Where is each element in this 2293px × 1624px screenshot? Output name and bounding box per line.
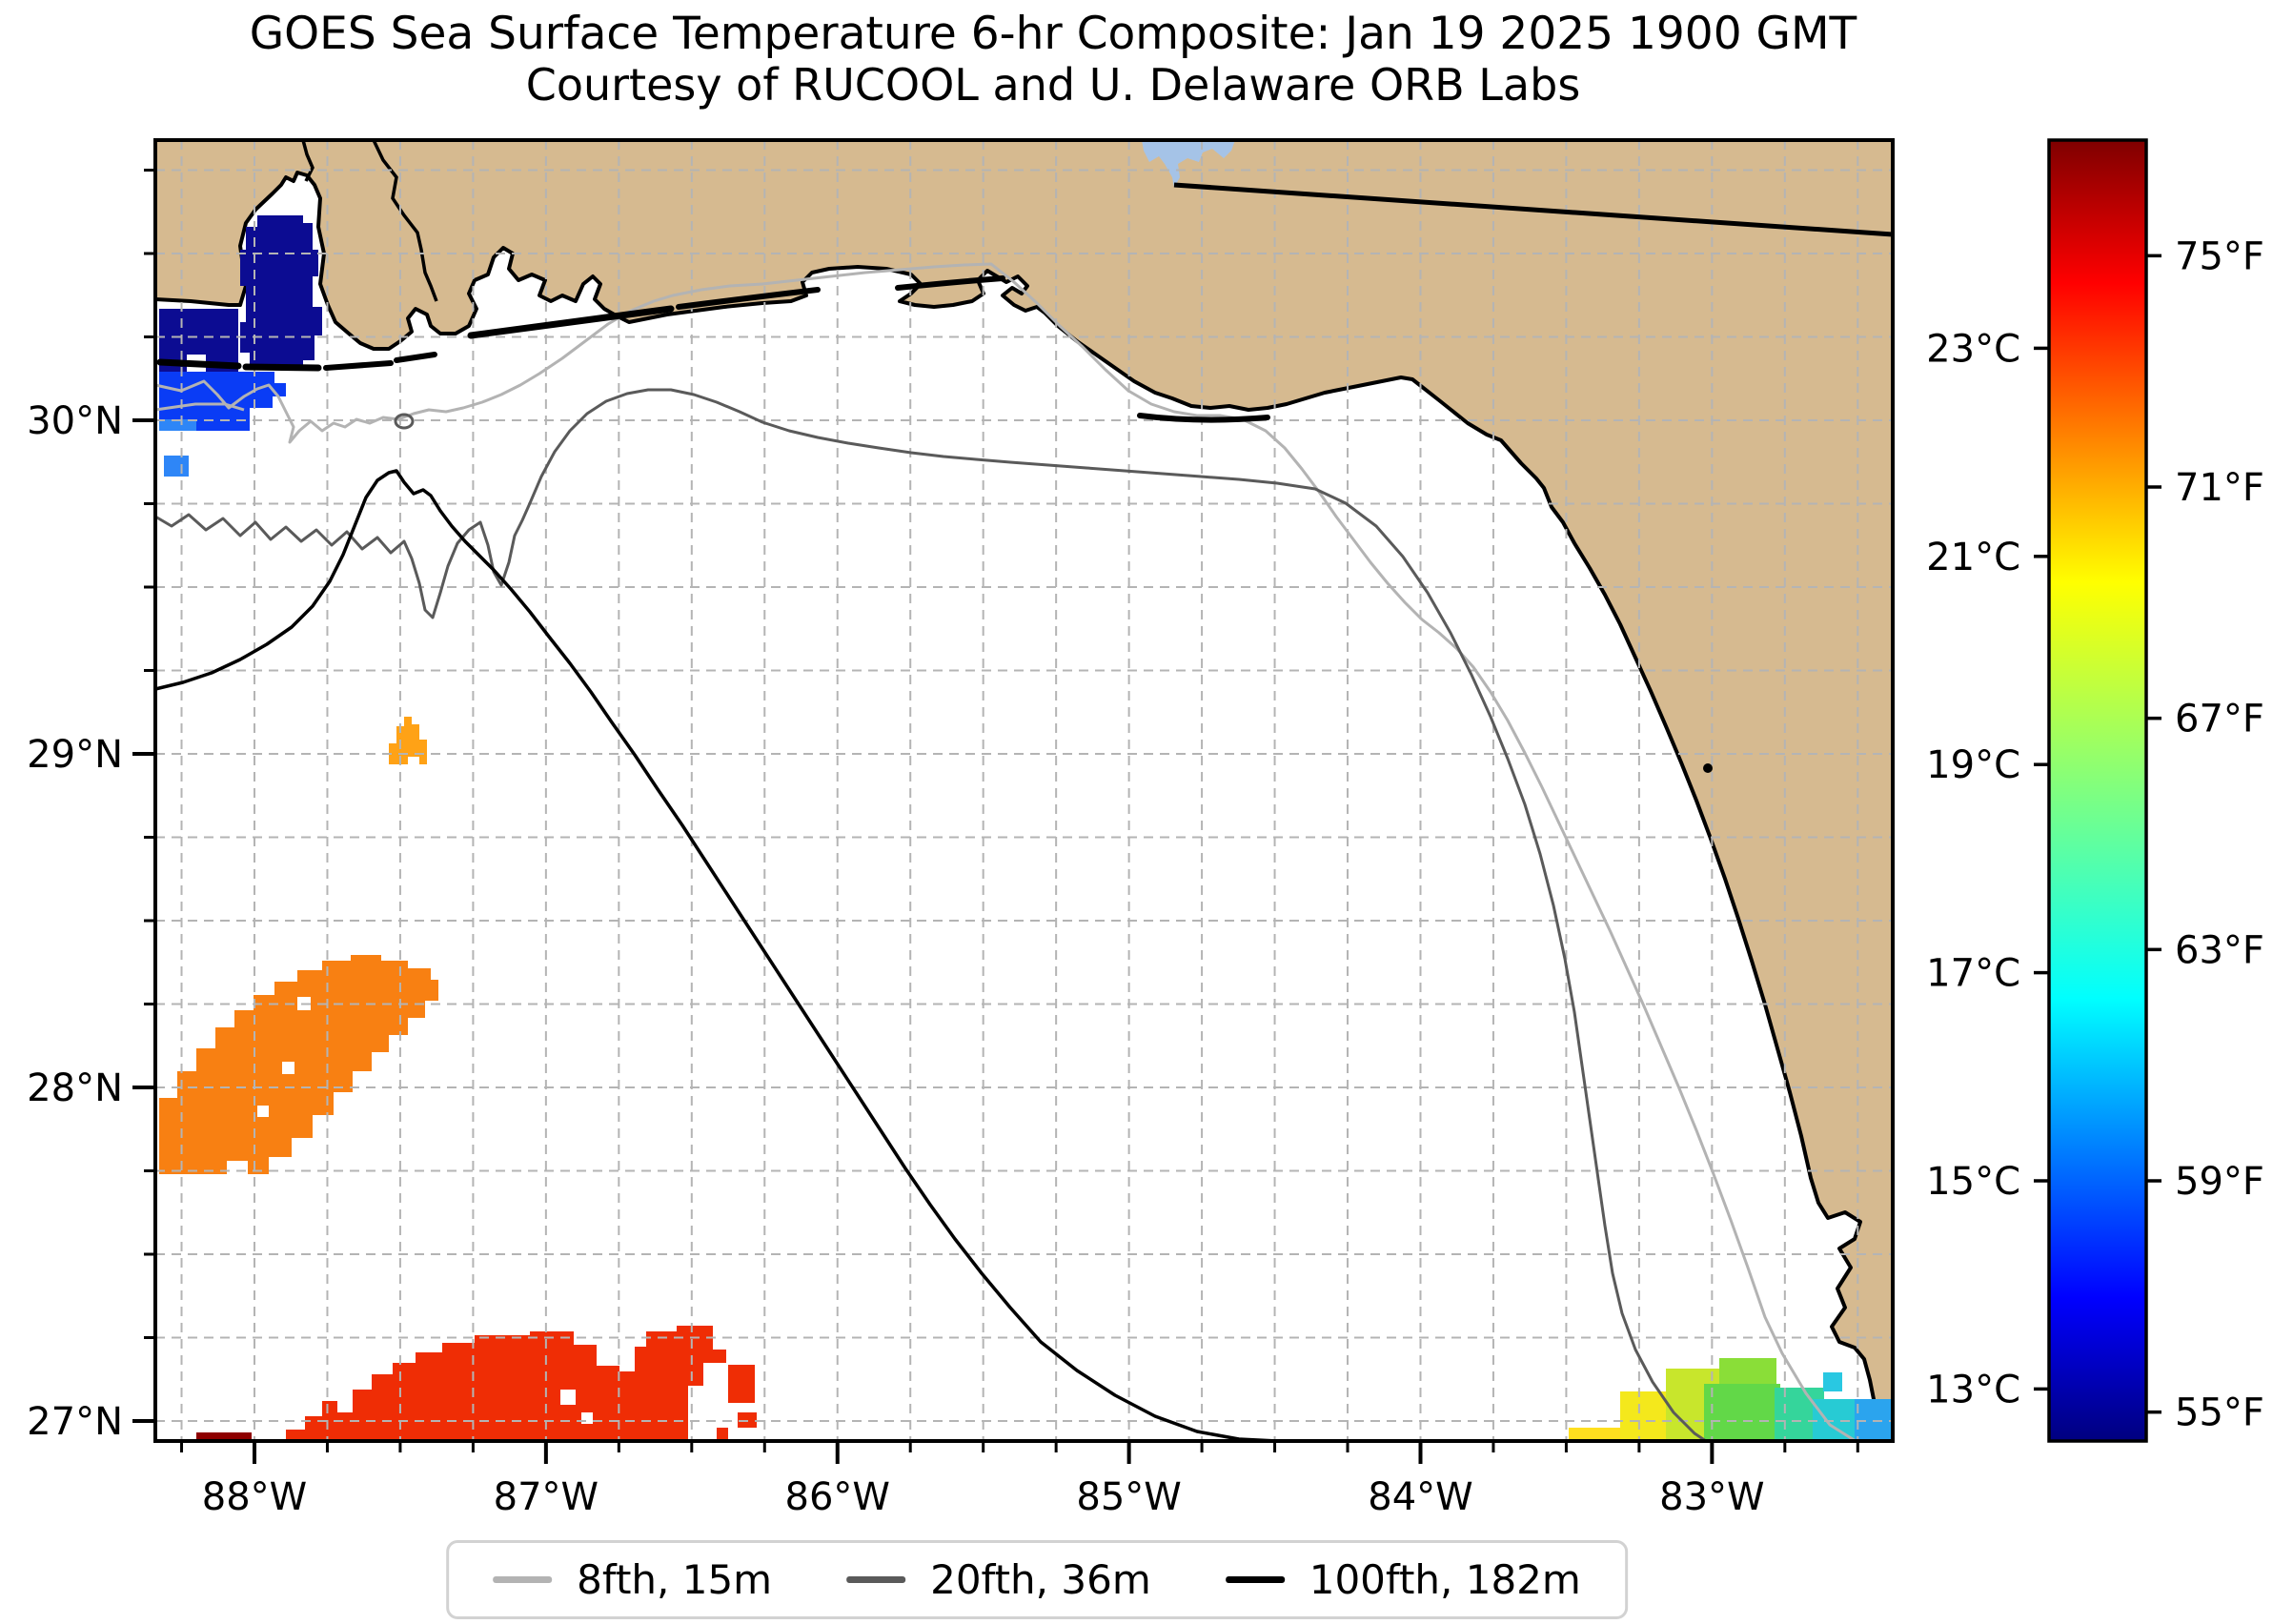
contour-20fth-36m: [154, 388, 1707, 1443]
title-block: GOES Sea Surface Temperature 6-hr Compos…: [0, 0, 2106, 109]
x-tick-label: 86°W: [785, 1475, 890, 1519]
colorbar-label-celsius: 23°C: [1926, 327, 2020, 371]
legend-line-swatch: [1225, 1576, 1285, 1583]
colorbar-gradient: [2049, 140, 2146, 1441]
contour-legend: 8fth, 15m 20fth, 36m 100fth, 182m: [446, 1540, 1628, 1619]
sst-patch-maroon-strip: [196, 1432, 252, 1441]
colorbar-label-celsius: 21°C: [1926, 536, 2020, 579]
y-tick-label: 28°N: [27, 1066, 123, 1110]
river-mobile: [301, 139, 315, 182]
colorbar-ticks: [2034, 254, 2161, 1414]
x-tick-label: 84°W: [1368, 1475, 1472, 1519]
colorbar-label-celsius: 13°C: [1926, 1368, 2020, 1411]
legend-label: 20fth, 36m: [930, 1556, 1151, 1603]
legend-line-swatch: [493, 1576, 553, 1583]
contour-8fth-15m: [154, 262, 1857, 1443]
colorbar-frame: [2047, 138, 2148, 1443]
x-tick-label: 88°W: [202, 1475, 307, 1519]
x-tick-label: 83°W: [1659, 1475, 1764, 1519]
x-tick-label: 85°W: [1076, 1475, 1181, 1519]
colorbar-label-fahrenheit: 55°F: [2175, 1391, 2264, 1435]
y-tick-label: 27°N: [27, 1400, 123, 1444]
figure-title: GOES Sea Surface Temperature 6-hr Compos…: [249, 8, 1857, 60]
contour-100fth-182m: [154, 182, 1894, 1443]
legend-item: 8fth, 15m: [493, 1556, 772, 1603]
axis-tick-labels: 88°W 87°W 86°W 85°W 84°W 83°W 30°N 29°N 28°N 27°N: [27, 399, 1764, 1519]
contour-100fth-inland-segment: [1173, 182, 1894, 237]
axis-ticks: [132, 169, 1859, 1464]
colorbar-label-celsius: 19°C: [1926, 743, 2020, 787]
x-tick-label: 87°W: [494, 1475, 599, 1519]
colorbar-label-celsius: 17°C: [1926, 952, 2020, 996]
colorbar-label-fahrenheit: 67°F: [2175, 698, 2264, 741]
sst-patch-small-orange: [389, 717, 427, 764]
lake: [1142, 140, 1235, 188]
legend-label: 8fth, 15m: [577, 1556, 773, 1603]
land-mask: [153, 138, 1895, 1443]
y-tick-label: 30°N: [27, 399, 123, 443]
legend-line-swatch: [846, 1576, 906, 1583]
sst-patch-bottom-right: [1569, 1358, 1891, 1441]
legend-item: 20fth, 36m: [846, 1556, 1151, 1603]
colorbar-label-celsius: 15°C: [1926, 1160, 2020, 1204]
legend-label: 100fth, 182m: [1309, 1556, 1581, 1603]
figure-subtitle: Courtesy of RUCOOL and U. Delaware ORB L…: [525, 58, 1581, 111]
colorbar-label-fahrenheit: 63°F: [2175, 928, 2264, 972]
colorbar-label-fahrenheit: 75°F: [2175, 234, 2264, 278]
colorbar-label-fahrenheit: 59°F: [2175, 1160, 2264, 1204]
barrier-islands: [156, 275, 1270, 423]
plot-frame: [153, 138, 1895, 1443]
sst-patch-large-orange: [159, 955, 438, 1174]
colorbar-label-fahrenheit: 71°F: [2175, 466, 2264, 510]
colorbar-tick-labels: 23°C 21°C 19°C 17°C 15°C 13°C 75°F 71°F 67°F 63°F…: [1926, 234, 2264, 1434]
legend-item: 100fth, 182m: [1225, 1556, 1581, 1603]
small-island-dot: [1703, 763, 1713, 773]
y-tick-label: 29°N: [27, 733, 123, 777]
river-perdido: [372, 139, 438, 302]
